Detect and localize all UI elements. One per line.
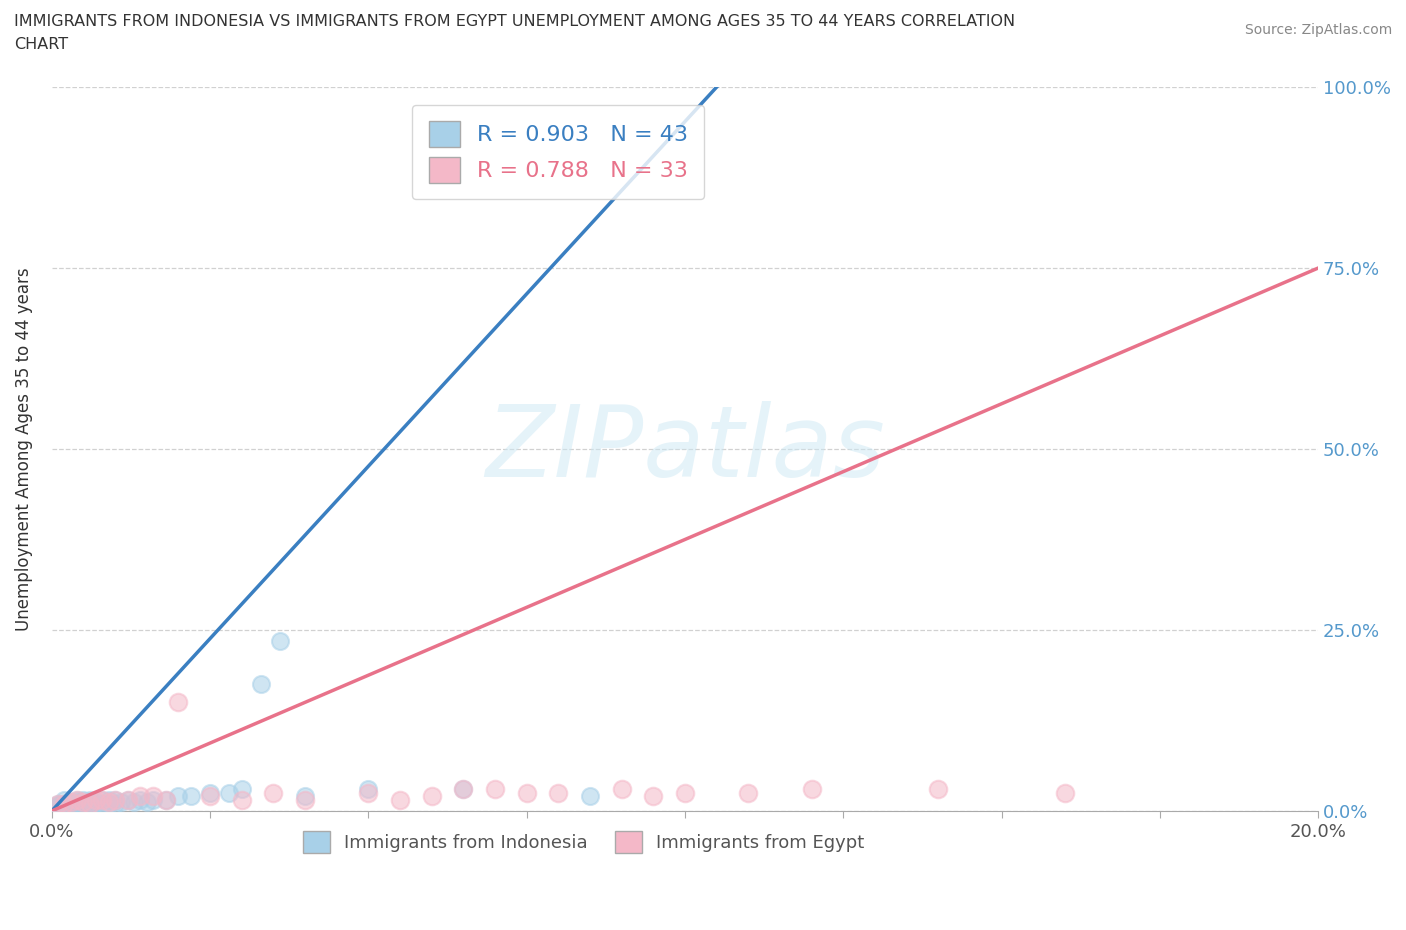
- Point: [167, 789, 190, 804]
- Point: [59, 796, 82, 811]
- Point: [79, 798, 101, 813]
- Point: [53, 798, 76, 813]
- Point: [610, 782, 633, 797]
- Point: [294, 789, 316, 804]
- Text: IMMIGRANTS FROM INDONESIA VS IMMIGRANTS FROM EGYPT UNEMPLOYMENT AMONG AGES 35 TO: IMMIGRANTS FROM INDONESIA VS IMMIGRANTS …: [14, 14, 1015, 29]
- Point: [59, 795, 82, 810]
- Point: [262, 786, 284, 801]
- Point: [91, 796, 114, 811]
- Point: [129, 789, 152, 804]
- Point: [357, 786, 380, 801]
- Point: [198, 789, 221, 804]
- Point: [1053, 786, 1076, 801]
- Point: [72, 796, 94, 811]
- Y-axis label: Unemployment Among Ages 35 to 44 years: Unemployment Among Ages 35 to 44 years: [15, 267, 32, 631]
- Point: [46, 798, 69, 813]
- Point: [104, 792, 127, 807]
- Point: [72, 792, 94, 807]
- Point: [91, 792, 114, 807]
- Point: [167, 695, 190, 710]
- Point: [53, 792, 76, 807]
- Point: [231, 782, 253, 797]
- Point: [737, 786, 759, 801]
- Point: [180, 789, 202, 804]
- Point: [104, 792, 127, 807]
- Point: [673, 786, 696, 801]
- Point: [84, 792, 107, 807]
- Point: [53, 796, 76, 811]
- Point: [91, 792, 114, 807]
- Text: ZIPatlas: ZIPatlas: [485, 401, 884, 498]
- Point: [72, 795, 94, 810]
- Point: [453, 782, 475, 797]
- Point: [97, 795, 120, 810]
- Point: [142, 792, 165, 807]
- Point: [79, 796, 101, 811]
- Point: [927, 782, 949, 797]
- Text: CHART: CHART: [14, 37, 67, 52]
- Point: [357, 782, 380, 797]
- Point: [46, 800, 69, 815]
- Point: [643, 789, 665, 804]
- Legend: Immigrants from Indonesia, Immigrants from Egypt: Immigrants from Indonesia, Immigrants fr…: [295, 823, 872, 860]
- Point: [104, 796, 127, 811]
- Point: [155, 792, 177, 807]
- Point: [122, 795, 145, 810]
- Point: [46, 796, 69, 811]
- Point: [579, 789, 602, 804]
- Point: [484, 782, 506, 797]
- Point: [66, 795, 89, 810]
- Point: [53, 796, 76, 811]
- Point: [97, 796, 120, 811]
- Point: [800, 782, 823, 797]
- Point: [117, 792, 139, 807]
- Point: [547, 786, 569, 801]
- Point: [516, 786, 538, 801]
- Point: [231, 792, 253, 807]
- Point: [84, 796, 107, 811]
- Point: [66, 798, 89, 813]
- Point: [59, 798, 82, 813]
- Point: [198, 786, 221, 801]
- Text: Source: ZipAtlas.com: Source: ZipAtlas.com: [1244, 23, 1392, 37]
- Point: [110, 795, 132, 810]
- Point: [129, 792, 152, 807]
- Point: [218, 786, 240, 801]
- Point: [97, 792, 120, 807]
- Point: [135, 795, 157, 810]
- Point: [84, 795, 107, 810]
- Point: [59, 795, 82, 810]
- Point: [66, 792, 89, 807]
- Point: [142, 789, 165, 804]
- Point: [453, 782, 475, 797]
- Point: [66, 792, 89, 807]
- Point: [79, 796, 101, 811]
- Point: [388, 792, 411, 807]
- Point: [420, 789, 443, 804]
- Point: [155, 792, 177, 807]
- Point: [46, 796, 69, 811]
- Point: [79, 792, 101, 807]
- Point: [294, 792, 316, 807]
- Point: [117, 792, 139, 807]
- Point: [269, 633, 291, 648]
- Point: [249, 677, 271, 692]
